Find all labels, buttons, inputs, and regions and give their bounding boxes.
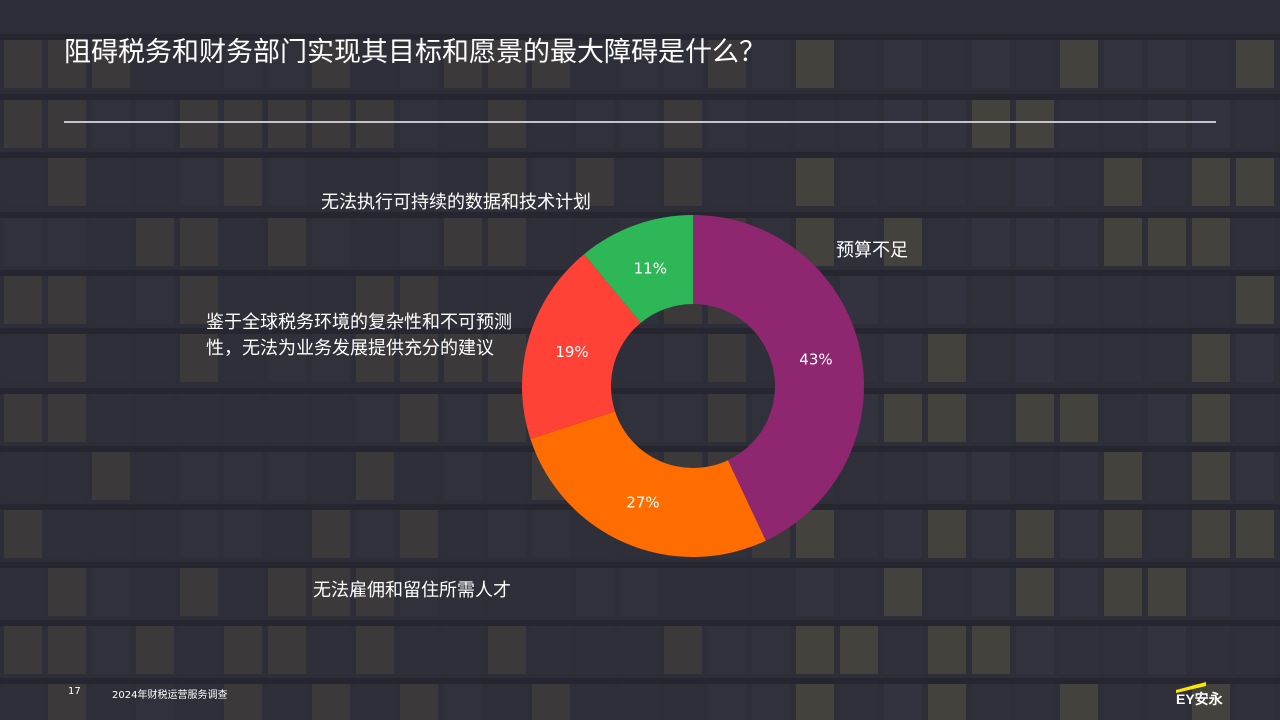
ey-logo: EY安永 — [1176, 682, 1224, 706]
page-title: 阻碍税务和财务部门实现其目标和愿景的最大障碍是什么？ — [64, 37, 766, 68]
logo-text: EY安永 — [1176, 691, 1224, 706]
slice-value-label-3: 11% — [634, 259, 667, 277]
page-number: 17 — [68, 686, 81, 697]
category-label-talent: 无法雇佣和留住所需人才 — [313, 580, 511, 601]
title-divider — [64, 121, 1216, 123]
footer-text: 2024年财税运营服务调查 — [112, 690, 228, 701]
slice-value-label-1: 27% — [626, 494, 659, 512]
category-label-budget: 预算不足 — [836, 240, 908, 261]
donut-slice-3 — [584, 215, 693, 323]
category-label-advice: 鉴于全球税务环境的复杂性和不可预测性，无法为业务发展提供充分的建议 — [206, 312, 512, 359]
slice-value-label-2: 19% — [555, 343, 588, 361]
donut-slice-0 — [693, 215, 864, 541]
donut-slice-1 — [530, 411, 766, 557]
logo-beam — [1176, 682, 1206, 693]
slice-value-label-0: 43% — [799, 351, 832, 369]
donut-slice-2 — [521, 254, 641, 439]
category-label-data-tech: 无法执行可持续的数据和技术计划 — [321, 192, 591, 213]
